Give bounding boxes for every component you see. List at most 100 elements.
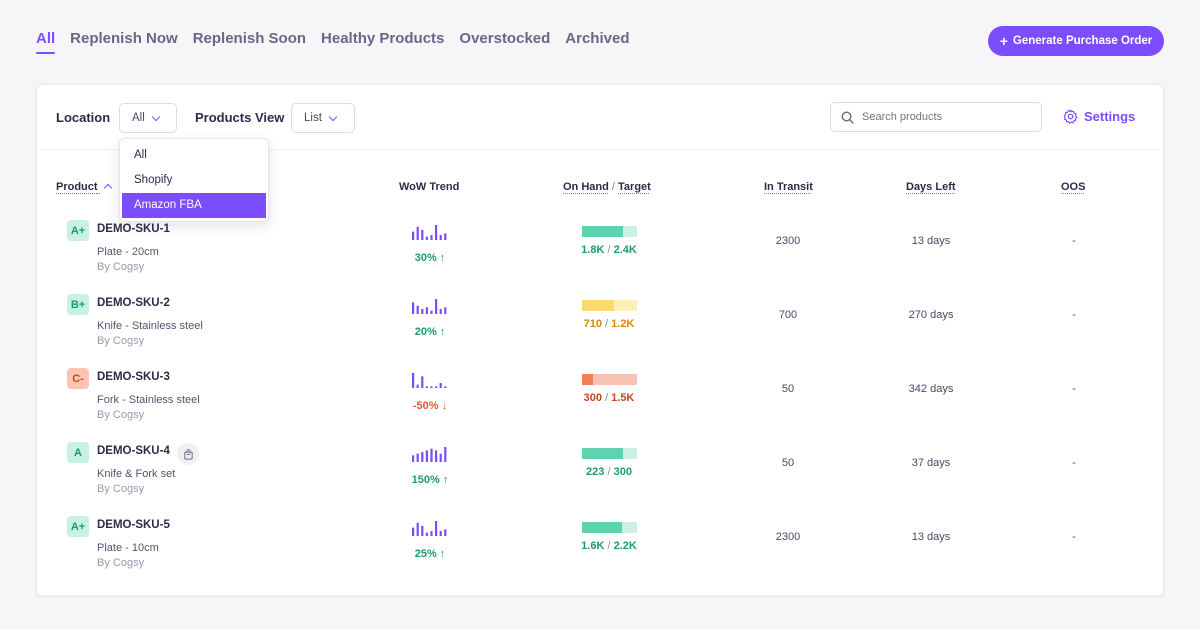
sparkline-bar <box>444 386 447 388</box>
grade-badge: A <box>67 442 89 463</box>
chevron-up-icon <box>103 183 112 193</box>
on-hand-value: 223 <box>586 466 605 478</box>
in-transit-value: 2300 <box>775 531 801 543</box>
on-hand-target-value: 300 / 1.5K <box>553 392 665 404</box>
trend-sparkline <box>412 299 447 314</box>
sparkline-bar <box>430 531 433 536</box>
sparkline-bar <box>430 386 433 388</box>
search-input[interactable] <box>862 111 1022 123</box>
filter-toolbar: Location All Products View List Settings <box>37 85 1163 150</box>
sku-name[interactable]: DEMO-SKU-1 <box>97 223 170 235</box>
trend-sparkline <box>412 447 447 462</box>
location-dropdown-menu: All Shopify Amazon FBA <box>119 138 269 222</box>
location-option-shopify[interactable]: Shopify <box>134 174 173 186</box>
sparkline-bar <box>444 447 447 462</box>
settings-label: Settings <box>1084 109 1136 124</box>
generate-purchase-order-button[interactable]: + Generate Purchase Order <box>988 26 1164 56</box>
chevron-down-icon <box>151 112 161 121</box>
sparkline-bar <box>430 448 433 462</box>
sku-name[interactable]: DEMO-SKU-3 <box>97 371 170 383</box>
target-value: 1.5K <box>611 392 635 404</box>
sparkline-bar <box>444 529 447 536</box>
generate-purchase-order-label: Generate Purchase Order <box>1012 35 1153 47</box>
product-name: Knife - Stainless steel <box>97 320 203 332</box>
target-header-label[interactable]: Target <box>618 181 651 193</box>
sparkline-bar <box>412 373 415 388</box>
product-header-label: Product <box>56 181 98 193</box>
search-icon <box>841 110 854 124</box>
sparkline-bar <box>416 453 419 462</box>
sparkline-bar <box>435 450 438 462</box>
table-row[interactable]: A DEMO-SKU-4 Knife & Fork set By Cogsy 1… <box>37 436 1163 510</box>
target-value: 2.2K <box>613 540 637 552</box>
search-box <box>830 102 1042 132</box>
oos-value: - <box>1072 531 1076 543</box>
table-row[interactable]: A+ DEMO-SKU-5 Plate - 10cm By Cogsy 25% … <box>37 510 1163 584</box>
sku-name[interactable]: DEMO-SKU-5 <box>97 519 170 531</box>
on-hand-value: 1.8K <box>581 244 605 256</box>
tab-healthy-products[interactable]: Healthy Products <box>321 30 445 47</box>
stock-level-bar <box>582 448 637 459</box>
sku-name[interactable]: DEMO-SKU-4 <box>97 445 170 457</box>
shopping-bag-icon[interactable] <box>177 443 199 465</box>
sparkline-bar <box>430 310 433 314</box>
table-row[interactable]: C- DEMO-SKU-3 Fork - Stainless steel By … <box>37 362 1163 436</box>
sparkline-bar <box>421 309 424 314</box>
sparkline-bar <box>439 235 442 240</box>
column-header-in-transit[interactable]: In Transit <box>764 181 813 193</box>
sparkline-bar <box>412 302 415 314</box>
location-option-all[interactable]: All <box>134 149 147 161</box>
trend-value: 30% ↑ <box>414 252 446 264</box>
sparkline-bar <box>425 450 428 462</box>
stock-level-bar <box>582 374 637 385</box>
stock-level-bar <box>582 300 637 311</box>
days-left-value: 342 days <box>908 383 954 395</box>
sparkline-bar <box>439 453 442 462</box>
sparkline-bar <box>439 531 442 536</box>
sparkline-bar <box>430 235 433 240</box>
trend-value: 25% ↑ <box>414 548 446 560</box>
column-header-wow-trend: WoW Trend <box>399 181 460 193</box>
sparkline-bar <box>435 299 438 314</box>
table-row[interactable]: B+ DEMO-SKU-2 Knife - Stainless steel By… <box>37 288 1163 362</box>
tab-replenish-soon[interactable]: Replenish Soon <box>192 30 307 47</box>
on-hand-target-value: 1.8K / 2.4K <box>553 244 665 256</box>
tab-replenish-now[interactable]: Replenish Now <box>70 30 178 47</box>
column-header-product[interactable]: Product <box>56 181 112 193</box>
vendor-name: By Cogsy <box>97 557 145 569</box>
products-view-select[interactable]: List <box>291 103 355 133</box>
column-header-on-hand-target: On Hand / Target <box>563 181 651 193</box>
in-transit-value: 2300 <box>775 235 801 247</box>
sparkline-bar <box>425 532 428 536</box>
table-row[interactable]: A+ DEMO-SKU-1 Plate - 20cm By Cogsy 30% … <box>37 214 1163 288</box>
on-hand-value: 710 <box>583 318 602 330</box>
sparkline-bar <box>439 309 442 314</box>
days-left-value: 13 days <box>911 531 951 543</box>
on-hand-value: 300 <box>583 392 602 404</box>
sparkline-bar <box>435 521 438 536</box>
location-select[interactable]: All <box>119 103 177 133</box>
column-header-days-left[interactable]: Days Left <box>906 181 956 193</box>
sparkline-bar <box>425 307 428 314</box>
products-view-label: Products View <box>195 110 285 125</box>
vendor-name: By Cogsy <box>97 483 145 495</box>
location-option-amazon-fba[interactable]: Amazon FBA <box>122 193 266 218</box>
oos-value: - <box>1072 457 1076 469</box>
stock-level-fill <box>582 374 593 385</box>
sparkline-bar <box>444 307 447 314</box>
on-hand-header-label[interactable]: On Hand <box>563 181 609 193</box>
tab-all[interactable]: All <box>36 30 56 54</box>
column-header-oos[interactable]: OOS <box>1061 181 1086 193</box>
settings-button[interactable]: Settings <box>1063 109 1135 124</box>
tab-archived[interactable]: Archived <box>565 30 630 47</box>
tab-overstocked[interactable]: Overstocked <box>459 30 551 47</box>
value-separator: / <box>604 244 614 256</box>
vendor-name: By Cogsy <box>97 409 145 421</box>
stock-level-bar <box>582 522 637 533</box>
stock-level-fill <box>582 448 623 459</box>
products-view-value: List <box>304 112 322 124</box>
value-separator: / <box>604 466 614 478</box>
sku-name[interactable]: DEMO-SKU-2 <box>97 297 170 309</box>
location-label: Location <box>56 110 111 125</box>
sparkline-bar <box>435 225 438 240</box>
